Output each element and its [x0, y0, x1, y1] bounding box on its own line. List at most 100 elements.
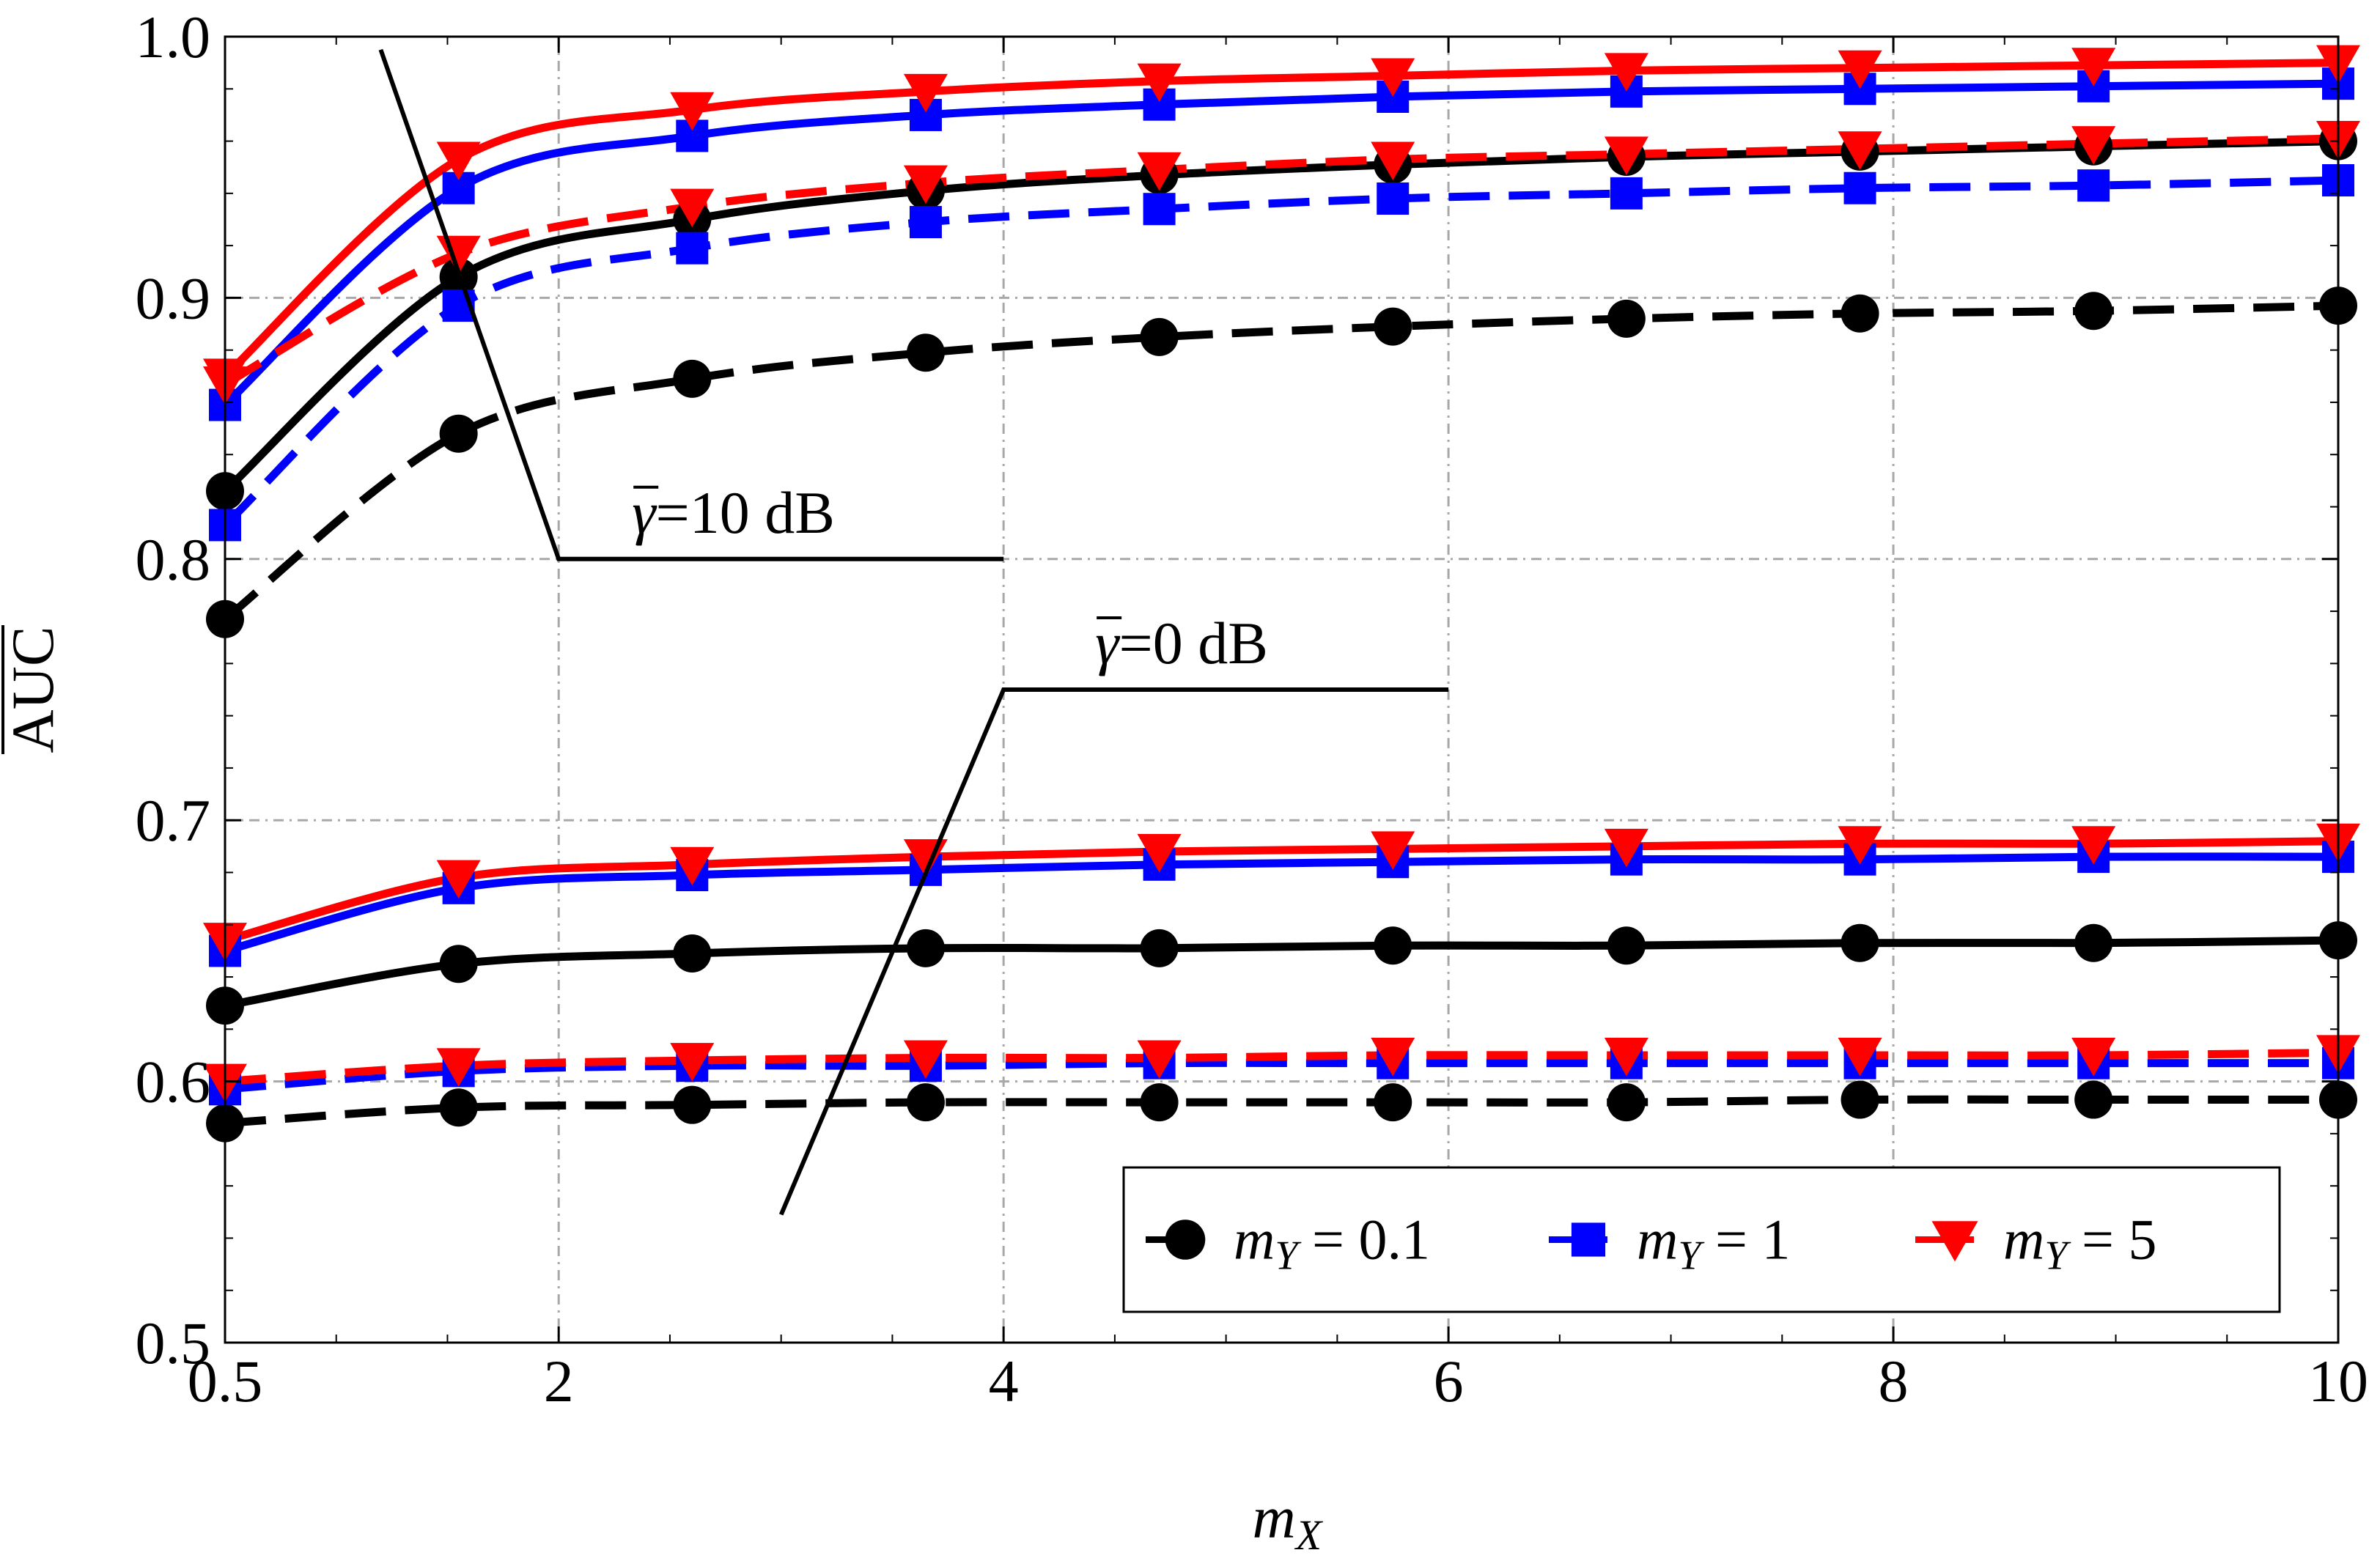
series-line-12	[224, 1048, 2339, 1086]
marker-circle	[1374, 307, 1412, 346]
marker-circle	[1374, 926, 1412, 965]
legend-box	[1122, 1166, 2281, 1313]
y-tick-label: 0.9	[136, 265, 211, 331]
plot-frame	[224, 35, 2340, 1344]
y-tick-label: 0.8	[136, 526, 211, 593]
marker-square	[1571, 1222, 1606, 1257]
marker-circle	[673, 359, 712, 398]
marker-circle	[1841, 294, 1879, 333]
series-line-1	[222, 137, 2339, 495]
marker-triangle-down	[1838, 131, 1882, 170]
marker-square	[1377, 182, 1410, 215]
annotation-leader-2	[778, 687, 1449, 1216]
y-axis-label-text: AUC	[0, 626, 66, 753]
marker-triangle-down	[903, 73, 948, 113]
gamma-annotations: γ=10 dB γ=0 dB	[378, 48, 1449, 1216]
marker-triangle-down	[1838, 1037, 1882, 1077]
marker-square	[1843, 171, 1876, 204]
series-line-4	[222, 301, 2339, 623]
x-tick-label: 8	[1879, 1348, 1909, 1414]
marker-circle	[1140, 929, 1179, 967]
marker-triangle-down	[1604, 53, 1648, 92]
marker-triangle-down	[1371, 58, 1415, 97]
x-tick-label: 4	[989, 1348, 1019, 1414]
annotation-leader-1	[378, 48, 1004, 561]
marker-square	[1143, 193, 1176, 226]
marker-triangle-down	[670, 846, 715, 886]
marker-triangle-down	[436, 860, 481, 899]
marker-circle	[906, 1083, 945, 1122]
axis-ticks: 0.5 2 4 6 8 10 0.5 0.6 0.7 0.8 0.9 1.0	[136, 4, 2369, 1414]
y-tick-label: 0.7	[136, 787, 211, 854]
marker-triangle-down	[1371, 831, 1415, 870]
x-axis-label: mX	[1253, 1484, 1324, 1559]
marker-circle	[1374, 1083, 1412, 1122]
marker-triangle-down	[670, 188, 715, 228]
marker-triangle-down	[2071, 126, 2116, 165]
marker-triangle-down	[670, 92, 715, 131]
marker-circle	[1140, 1083, 1179, 1122]
marker-triangle-down	[1137, 63, 1182, 103]
marker-triangle-down	[1371, 1037, 1415, 1077]
legend-label-1: mY = 0.1	[1234, 1208, 1430, 1279]
marker-triangle-down	[2071, 826, 2116, 865]
marker-circle	[673, 1085, 712, 1124]
x-tick-label: 0.5	[188, 1348, 263, 1414]
series-line-7	[224, 936, 2339, 1010]
series-line-8	[224, 852, 2339, 955]
y-tick-label: 0.5	[136, 1310, 211, 1376]
marker-triangle-down	[436, 1048, 481, 1087]
series-line-2	[222, 79, 2339, 408]
marker-circle	[1607, 299, 1646, 338]
marker-circle	[439, 945, 478, 984]
marker-triangle-down	[1137, 152, 1182, 191]
marker-circle	[2074, 292, 2113, 331]
legend-label-3: mY = 5	[2003, 1208, 2157, 1279]
marker-circle	[673, 934, 712, 973]
y-axis-label: AUC	[0, 625, 66, 754]
series-lines	[222, 59, 2339, 1128]
marker-triangle-down	[1838, 826, 1882, 865]
marker-triangle-down	[2071, 48, 2116, 86]
marker-square	[676, 232, 709, 265]
marker-circle	[2074, 923, 2113, 962]
marker-circle	[906, 929, 945, 967]
series-markers	[203, 45, 2360, 1143]
marker-triangle-down	[1604, 828, 1648, 868]
x-tick-label: 6	[1434, 1348, 1464, 1414]
legend-label-2: mY = 1	[1637, 1208, 1791, 1279]
marker-circle	[1841, 1080, 1879, 1119]
series-line-5	[222, 176, 2339, 528]
marker-triangle-down	[1137, 1040, 1182, 1080]
marker-circle	[1607, 926, 1646, 965]
y-tick-label: 1.0	[136, 4, 211, 70]
x-tick-label: 2	[544, 1348, 574, 1414]
marker-circle	[2074, 1080, 2113, 1119]
marker-triangle-down	[1371, 141, 1415, 181]
marker-triangle-down	[903, 1040, 948, 1080]
marker-triangle-down	[903, 165, 948, 204]
marker-triangle-down	[1604, 1037, 1648, 1077]
y-tick-label: 0.6	[136, 1049, 211, 1115]
series-line-10	[224, 1095, 2338, 1128]
axis-titles: mX AUC	[0, 625, 1324, 1559]
annotation-label-2: γ=0 dB	[1095, 610, 1268, 676]
annotation-label-1: γ=10 dB	[632, 479, 835, 546]
series-line-3	[222, 59, 2339, 380]
marker-circle	[1140, 317, 1179, 356]
series-line-9	[224, 837, 2339, 945]
marker-circle	[1165, 1219, 1206, 1260]
series-line-6	[223, 134, 2339, 388]
marker-triangle-down	[1137, 833, 1182, 873]
x-tick-label: 10	[2308, 1348, 2368, 1414]
marker-triangle-down	[436, 141, 481, 181]
marker-circle	[906, 333, 945, 372]
marker-circle	[439, 414, 478, 453]
marker-circle	[1841, 923, 1879, 962]
marker-square	[1610, 177, 1643, 210]
marker-square	[2077, 169, 2110, 202]
marker-triangle-down	[2071, 1037, 2116, 1077]
marker-circle	[439, 1088, 478, 1127]
marker-triangle-down	[1931, 1221, 1978, 1262]
